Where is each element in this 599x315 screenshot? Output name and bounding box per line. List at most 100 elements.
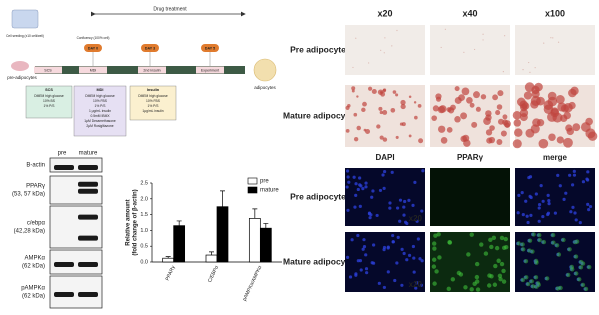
stain-dot: [368, 62, 370, 64]
ppar-signal: [458, 272, 464, 277]
stain-dot: [378, 106, 383, 111]
ppar-signal: [431, 264, 437, 269]
stain-dot: [380, 49, 382, 51]
ppar-signal: [432, 241, 437, 246]
nucleus: [391, 233, 395, 238]
nucleus: [354, 273, 358, 277]
day-marker: [84, 44, 102, 52]
ppar-signal: [450, 277, 456, 282]
nucleus: [403, 199, 407, 204]
bar: [216, 206, 229, 263]
stain-dot: [384, 37, 386, 39]
stain-dot: [432, 105, 440, 112]
bar: [205, 254, 218, 263]
nucleus: [528, 175, 533, 179]
ppar-signal: [483, 251, 489, 256]
ppar-signal: [437, 255, 442, 260]
ppar-signal: [577, 277, 582, 282]
nucleus: [547, 202, 551, 206]
ppar-signal: [555, 286, 560, 291]
day-marker: [201, 44, 219, 52]
nucleus: [358, 204, 362, 208]
nucleus: [402, 251, 406, 256]
row-header: Mature adipocyte: [283, 256, 353, 266]
stain-dot: [417, 103, 422, 108]
ppar-signal: [474, 274, 480, 280]
ppar-signal: [463, 285, 468, 290]
stain-dot: [356, 125, 361, 131]
label: 2nd insulin: [143, 68, 160, 72]
micrograph: [345, 85, 425, 147]
ppar-signal: [527, 238, 533, 243]
ppar-signal: [498, 276, 503, 282]
blot-band: [78, 262, 98, 267]
stain-dot: [353, 136, 359, 142]
label: 1 μg/mL insulin: [89, 109, 111, 113]
ppar-signal: [501, 279, 507, 284]
label: DAY 3: [145, 46, 155, 50]
nucleus: [371, 189, 375, 193]
nucleus: [520, 191, 524, 195]
ppar-signal: [501, 245, 507, 251]
column-header: DAPI: [375, 153, 394, 162]
media-box: [129, 85, 177, 121]
nucleus: [416, 237, 420, 241]
row-header: Pre adipocyte: [290, 44, 346, 54]
nucleus: [539, 184, 543, 188]
nucleus: [365, 271, 369, 275]
ppar-signal: [499, 235, 505, 241]
stain-dot: [396, 29, 398, 32]
stain-dot: [460, 135, 467, 143]
nucleus: [398, 219, 402, 223]
ppar-signal: [489, 244, 494, 250]
nucleus: [393, 278, 397, 283]
ppar-signal: [561, 237, 566, 243]
nucleus: [420, 259, 424, 263]
stain-dot: [376, 124, 381, 129]
ppar-signal: [466, 252, 471, 257]
ppar-signal: [536, 282, 541, 288]
stain-dot: [395, 93, 399, 97]
label: 1μM Dexamethasone: [84, 119, 116, 123]
step-box: [79, 66, 107, 74]
stain-dot: [408, 95, 412, 99]
ppar-signal: [520, 277, 526, 283]
nucleus: [517, 193, 521, 197]
stain-dot: [351, 86, 356, 91]
stain-dot: [502, 114, 508, 120]
stain-dot: [461, 87, 470, 96]
label: pre: [58, 151, 67, 157]
nucleus: [353, 205, 357, 209]
ppar-signal: [574, 271, 579, 276]
y-tick-label: 0.0: [140, 259, 148, 265]
stain-dot: [495, 110, 501, 116]
label: 1% P/S: [44, 104, 56, 108]
stain-dot: [497, 90, 504, 97]
stain-dot: [383, 52, 385, 54]
stain-dot: [502, 71, 504, 73]
ppar-signal: [516, 241, 521, 246]
blot-band: [54, 165, 74, 170]
ppar-signal: [533, 258, 539, 264]
nucleus: [361, 187, 365, 191]
y-tick-label: 2.5: [140, 180, 148, 186]
stain-dot: [365, 128, 371, 134]
nucleus: [346, 208, 350, 212]
stain-dot: [438, 105, 447, 113]
error-bar: [176, 220, 182, 226]
nucleus: [516, 211, 520, 215]
stain-dot: [543, 42, 545, 44]
nucleus: [388, 206, 392, 210]
stain-dot: [437, 125, 446, 133]
ppar-signal: [431, 257, 437, 262]
nucleus: [361, 247, 365, 251]
nucleus: [364, 181, 368, 185]
stain-dot: [379, 135, 384, 140]
stain-dot: [572, 123, 581, 132]
ppar-signal: [487, 273, 492, 278]
stain-dot: [401, 122, 406, 127]
stain-dot: [440, 46, 442, 49]
label: adipocytes: [254, 85, 276, 90]
blot-frame: [49, 175, 103, 205]
